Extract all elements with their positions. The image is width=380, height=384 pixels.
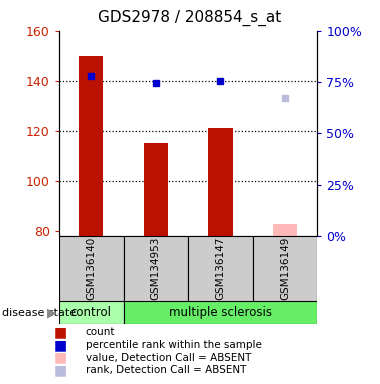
Bar: [144, 144, 168, 236]
Text: ■: ■: [54, 351, 67, 364]
Text: ■: ■: [54, 363, 67, 377]
Bar: [124, 236, 188, 301]
Text: control: control: [71, 306, 112, 319]
Text: ▶: ▶: [47, 306, 56, 319]
Text: value, Detection Call = ABSENT: value, Detection Call = ABSENT: [86, 353, 251, 362]
Text: disease state: disease state: [2, 308, 76, 318]
Text: rank, Detection Call = ABSENT: rank, Detection Call = ABSENT: [86, 365, 246, 375]
Text: ■: ■: [54, 338, 67, 352]
Bar: [273, 223, 297, 236]
Text: percentile rank within the sample: percentile rank within the sample: [86, 340, 261, 350]
Text: GSM136140: GSM136140: [86, 237, 96, 300]
Bar: [59, 236, 124, 301]
Bar: [208, 128, 233, 236]
Bar: [188, 236, 253, 301]
Text: ■: ■: [54, 325, 67, 339]
Text: multiple sclerosis: multiple sclerosis: [169, 306, 272, 319]
Bar: [253, 236, 317, 301]
Bar: [79, 56, 103, 236]
Text: GDS2978 / 208854_s_at: GDS2978 / 208854_s_at: [98, 10, 282, 26]
Text: count: count: [86, 327, 115, 337]
Text: GSM136149: GSM136149: [280, 237, 290, 301]
Text: GSM136147: GSM136147: [215, 237, 225, 301]
Text: GSM134953: GSM134953: [151, 237, 161, 301]
Bar: [59, 301, 124, 324]
Bar: [124, 301, 317, 324]
